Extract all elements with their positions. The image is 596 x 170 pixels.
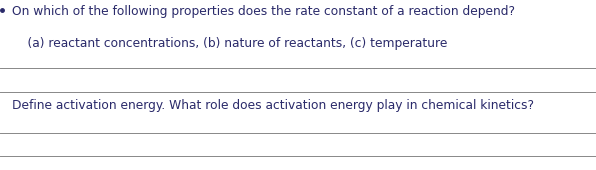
Text: On which of the following properties does the rate constant of a reaction depend: On which of the following properties doe… bbox=[12, 5, 515, 18]
Text: Define activation energy. What role does activation energy play in chemical kine: Define activation energy. What role does… bbox=[12, 99, 534, 112]
Text: (a) reactant concentrations, (b) nature of reactants, (c) temperature: (a) reactant concentrations, (b) nature … bbox=[12, 37, 447, 50]
